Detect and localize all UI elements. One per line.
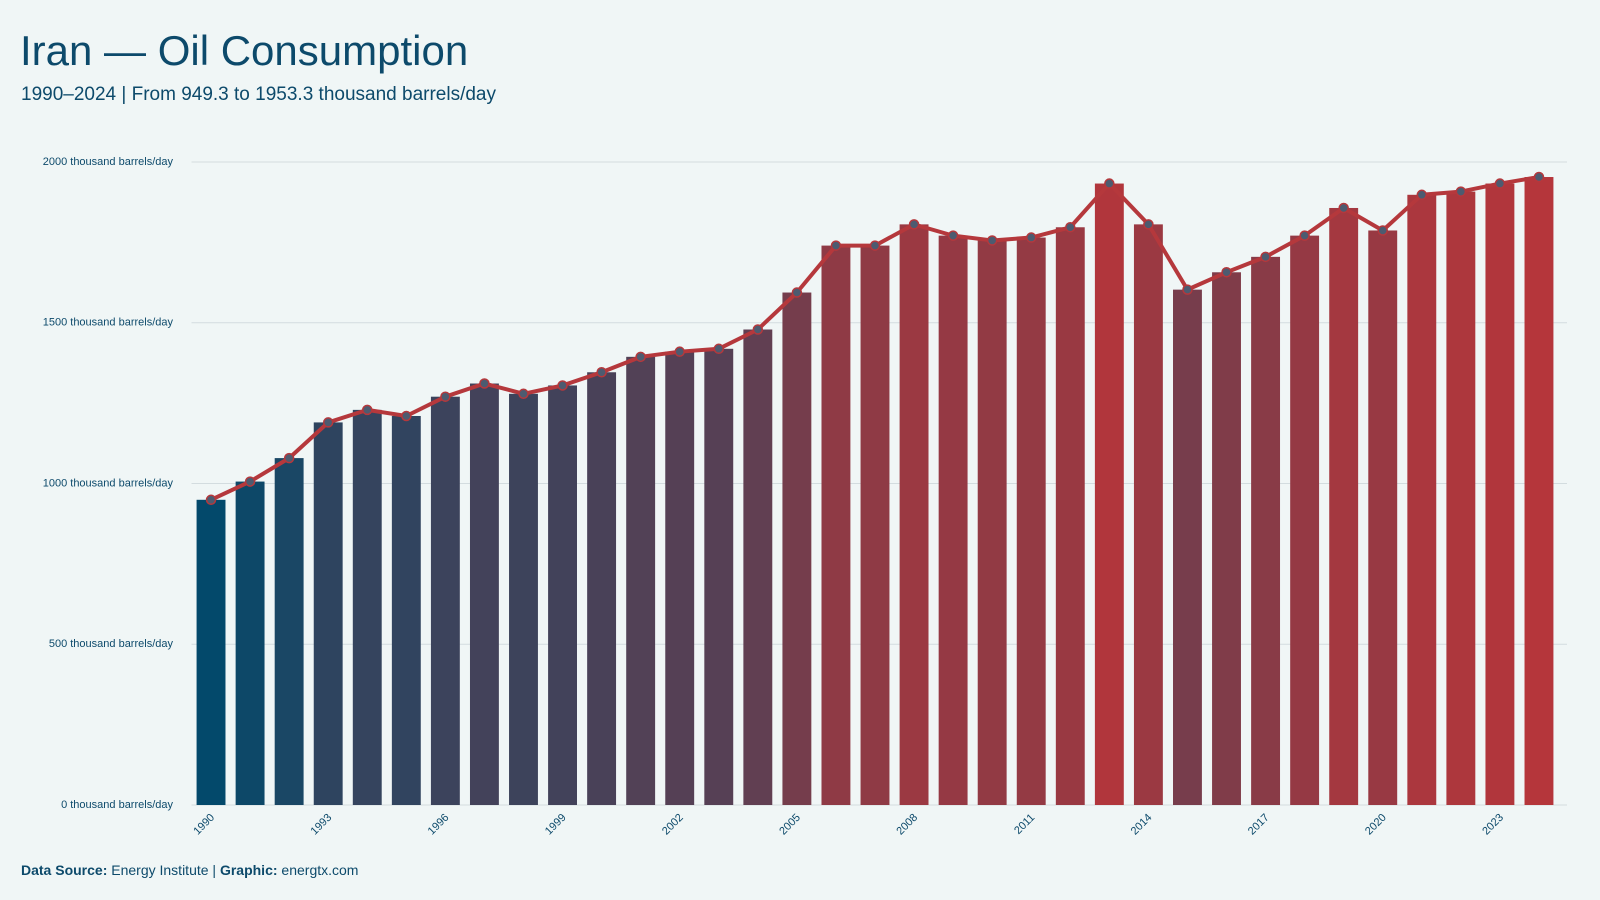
bar [977,240,1007,806]
source-label: Data Source: [21,862,107,878]
bar [899,224,929,806]
x-tick-label: 2017 [1246,812,1272,838]
x-tick-label: 2011 [1012,812,1037,837]
point [908,219,920,230]
point [1143,219,1154,230]
point [596,367,607,378]
point [1455,186,1467,197]
bar [860,245,890,806]
x-tick-label: 2020 [1363,812,1389,838]
bar [1329,207,1359,806]
bar [1133,224,1163,806]
point [440,391,451,402]
bar [626,356,656,805]
point [362,404,373,416]
point [1221,267,1232,278]
bar [1094,183,1124,805]
point [1182,284,1193,295]
source: Energy Institute [111,862,208,878]
point [557,380,568,391]
x-tick-label: 2008 [894,812,920,838]
bar [1251,256,1281,805]
bar [274,458,304,805]
point [518,388,529,400]
chart-subtitle: 1990–2024 | From 949.3 to 1953.3 thousan… [21,84,496,105]
point [1104,178,1115,189]
bar [1446,191,1476,805]
point [1338,202,1349,214]
x-tick-label: 2005 [777,812,803,838]
point [401,410,412,422]
point [205,494,217,506]
bar [1173,289,1202,805]
point [752,324,764,335]
point [1416,189,1428,201]
point [1260,251,1271,263]
bar [938,235,968,805]
point [947,230,959,241]
y-tick-label: 1500 thousand barrels/day [43,317,174,329]
point [869,240,881,251]
graphic: energtx.com [281,862,358,878]
bar [821,245,851,806]
x-tick-label: 1999 [543,812,569,838]
chart-title: Iran — Oil Consumption [20,27,468,74]
bar [391,415,421,805]
bar [313,422,343,805]
x-tick-label: 2023 [1480,812,1506,838]
point [283,452,295,464]
bar [1407,194,1437,806]
bar [196,499,226,805]
bar [1212,272,1241,805]
point [479,378,490,389]
point [674,346,685,357]
point [1494,178,1506,189]
point [1065,222,1076,233]
bar [1290,235,1320,805]
point [1377,225,1388,236]
bar [235,481,265,805]
y-tick-label: 0 thousand barrels/day [61,799,173,811]
bar [509,393,538,805]
point [1533,171,1545,183]
separator: | [212,862,216,878]
point [1025,232,1037,243]
bar [782,292,812,805]
point [791,287,803,298]
x-tick-label: 2014 [1129,812,1155,838]
x-tick-label: 1996 [426,812,452,838]
point [322,417,334,428]
bar [1485,183,1515,805]
bar [1016,237,1046,806]
x-tick-label: 1993 [309,812,335,838]
bar [665,351,695,805]
bar [1055,227,1085,805]
bar [548,385,577,805]
x-tick-label: 2002 [660,812,686,838]
bar [743,329,773,805]
bar [1524,177,1554,806]
bar [1368,230,1398,806]
bar [469,383,499,805]
y-tick-label: 2000 thousand barrels/day [43,156,174,168]
y-tick-label: 500 thousand barrels/day [49,638,174,650]
footer: Data Source: Energy Institute | Graphic:… [21,862,358,878]
bar [587,372,617,805]
point [830,240,842,251]
y-tick-label: 1000 thousand barrels/day [43,477,174,489]
bar [352,409,382,805]
point [635,351,646,363]
point [986,235,998,246]
x-tick-label: 1990 [191,812,217,838]
graphic-label: Graphic: [220,862,278,878]
point [713,343,725,355]
point [244,476,256,487]
bar [704,348,734,805]
bar [430,396,460,805]
point [1299,230,1310,241]
